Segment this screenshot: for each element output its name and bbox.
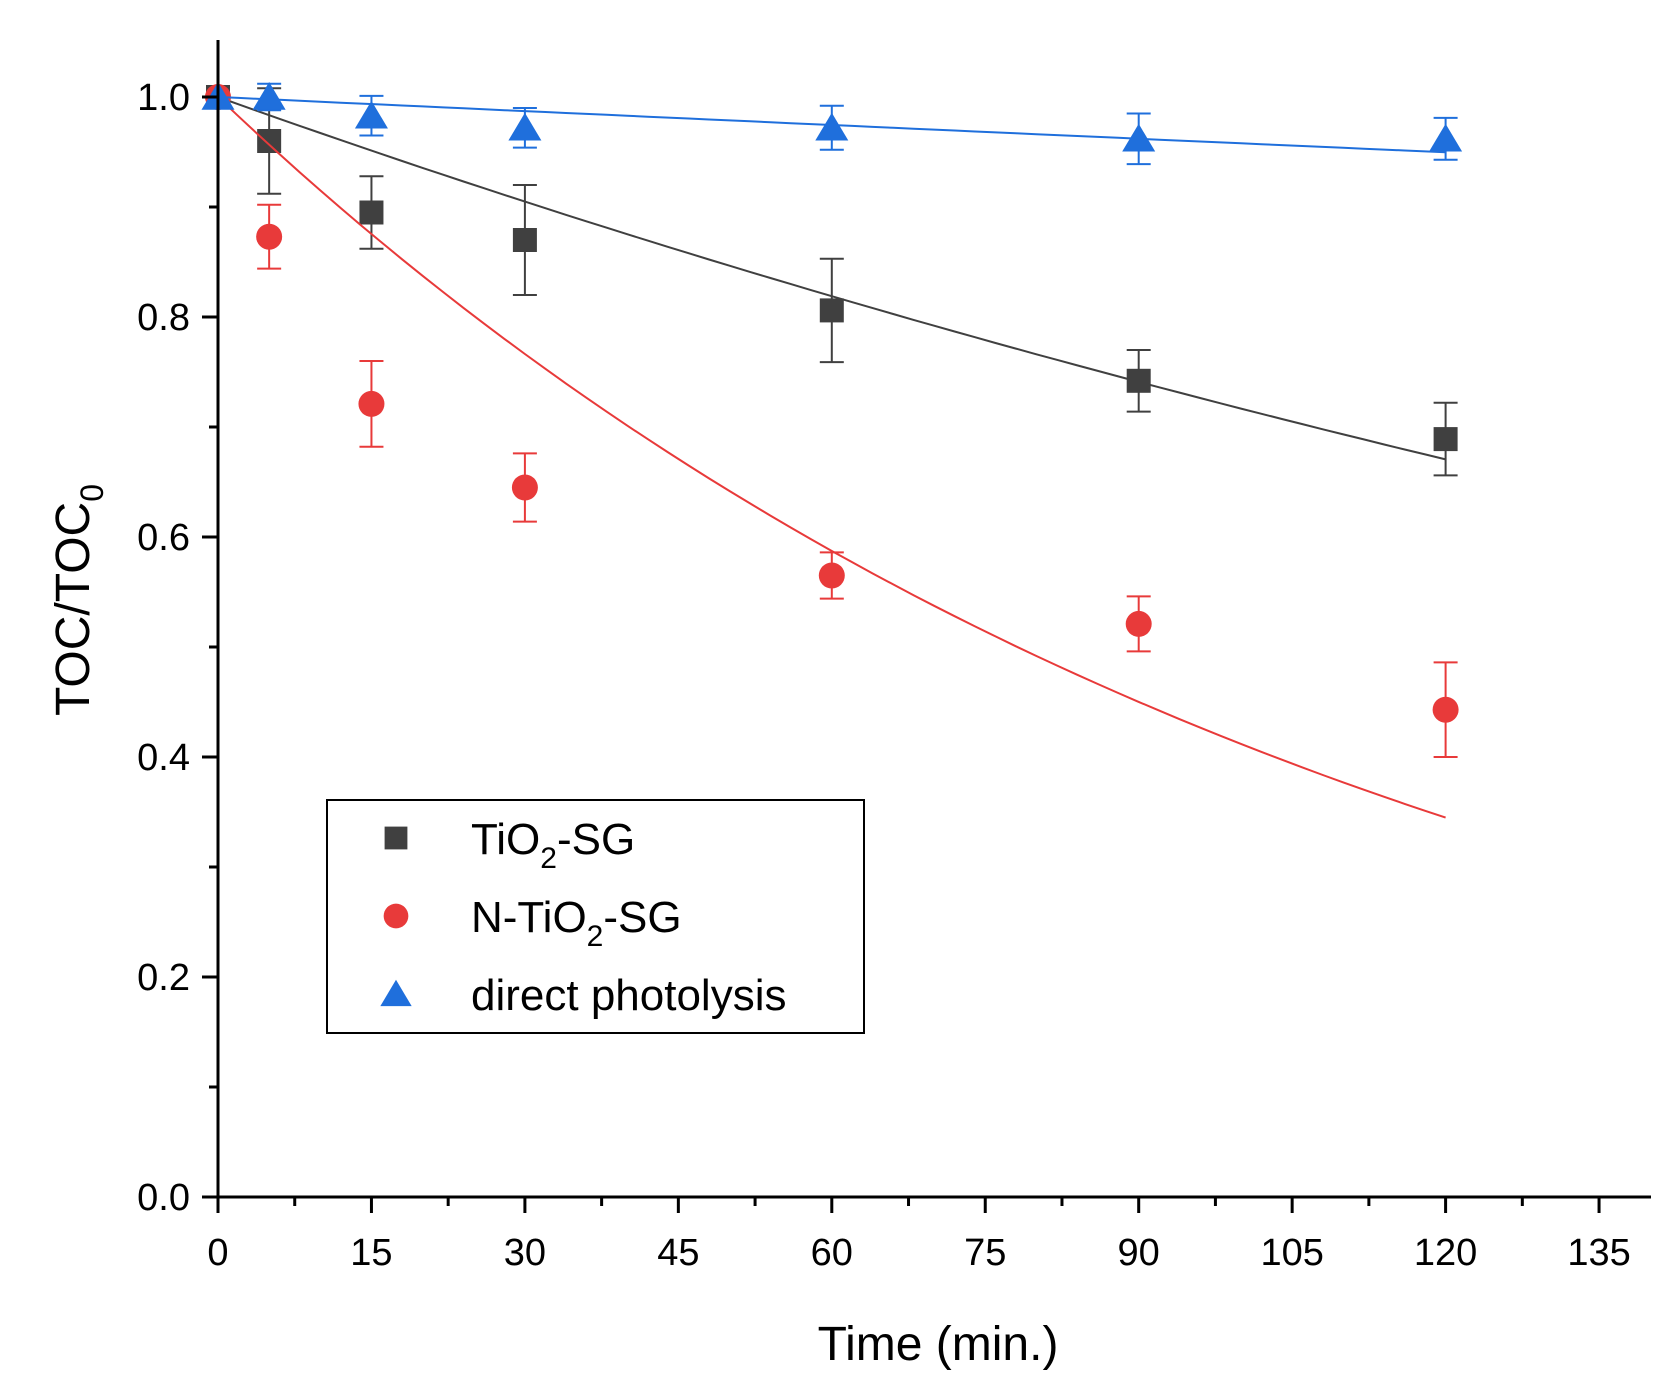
y-tick-label: 0.4 bbox=[137, 737, 190, 779]
y-tick-label: 0.8 bbox=[137, 297, 190, 339]
data-point-n-tio2-sg bbox=[1125, 610, 1152, 637]
data-point-tio2-sg bbox=[1126, 368, 1151, 393]
x-tick-label: 15 bbox=[350, 1232, 392, 1274]
legend-marker-direct-photolysis bbox=[380, 979, 412, 1007]
data-point-direct-photolysis bbox=[252, 82, 286, 110]
y-tick-label: 0.2 bbox=[137, 957, 190, 999]
legend-marker-tio2-sg bbox=[384, 826, 408, 850]
data-point-direct-photolysis bbox=[1429, 123, 1463, 152]
x-tick-label: 30 bbox=[504, 1232, 546, 1274]
legend: TiO2-SG N-TiO2-SG direct photolysis bbox=[326, 799, 865, 1034]
data-point-direct-photolysis bbox=[508, 112, 542, 141]
data-point-tio2-sg bbox=[819, 298, 844, 323]
data-point-n-tio2-sg bbox=[818, 562, 845, 589]
data-point-direct-photolysis bbox=[815, 112, 849, 141]
y-tick-label: 0.6 bbox=[137, 517, 190, 559]
data-point-tio2-sg bbox=[1433, 427, 1458, 452]
x-tick-label: 105 bbox=[1260, 1232, 1323, 1274]
legend-entries: TiO2-SG N-TiO2-SG direct photolysis bbox=[380, 815, 786, 1020]
legend-label-n-tio2-sg: N-TiO2-SG bbox=[471, 893, 682, 953]
series-n-tio2-sg bbox=[205, 84, 1459, 819]
x-tick-label: 135 bbox=[1567, 1232, 1630, 1274]
data-point-tio2-sg bbox=[512, 228, 537, 252]
x-tick-label: 0 bbox=[207, 1232, 228, 1274]
legend-box bbox=[326, 799, 865, 1034]
data-point-direct-photolysis bbox=[1122, 123, 1156, 152]
x-axis-title: Time (min.) bbox=[818, 1318, 1059, 1371]
data-point-n-tio2-sg bbox=[1432, 696, 1459, 723]
series-tio2-sg bbox=[206, 85, 1458, 477]
plot-marks bbox=[201, 82, 1463, 819]
legend-label-tio2-sg: TiO2-SG bbox=[471, 815, 635, 875]
legend-marker-n-tio2-sg bbox=[383, 903, 409, 929]
data-point-n-tio2-sg bbox=[256, 223, 283, 250]
axes bbox=[202, 40, 1651, 1213]
y-axis-title-sub: 0 bbox=[74, 484, 110, 502]
data-point-tio2-sg bbox=[257, 129, 282, 153]
series-direct-photolysis bbox=[201, 82, 1463, 166]
x-tick-label: 90 bbox=[1118, 1232, 1160, 1274]
y-tick-label: 1.0 bbox=[137, 77, 190, 119]
y-axis-title: TOC/TOC0 bbox=[47, 484, 110, 716]
data-point-tio2-sg bbox=[359, 200, 384, 225]
x-tick-label: 120 bbox=[1414, 1232, 1477, 1274]
y-axis-title-main: TOC/TOC bbox=[47, 502, 100, 716]
data-point-n-tio2-sg bbox=[511, 474, 538, 501]
data-point-direct-photolysis bbox=[354, 100, 388, 129]
x-tick-label: 60 bbox=[811, 1232, 853, 1274]
fit-line-n-tio2-sg bbox=[217, 96, 1446, 819]
legend-label-direct-photolysis: direct photolysis bbox=[471, 971, 786, 1020]
data-point-n-tio2-sg bbox=[358, 390, 385, 417]
x-tick-label: 45 bbox=[657, 1232, 699, 1274]
tick-labels: 0 15 30 45 60 75 90 105 120 135 0.0 0.2 0.4 0.6 0.8 1.0 bbox=[137, 77, 1631, 1274]
x-tick-label: 75 bbox=[964, 1232, 1006, 1274]
y-tick-label: 0.0 bbox=[137, 1177, 190, 1219]
